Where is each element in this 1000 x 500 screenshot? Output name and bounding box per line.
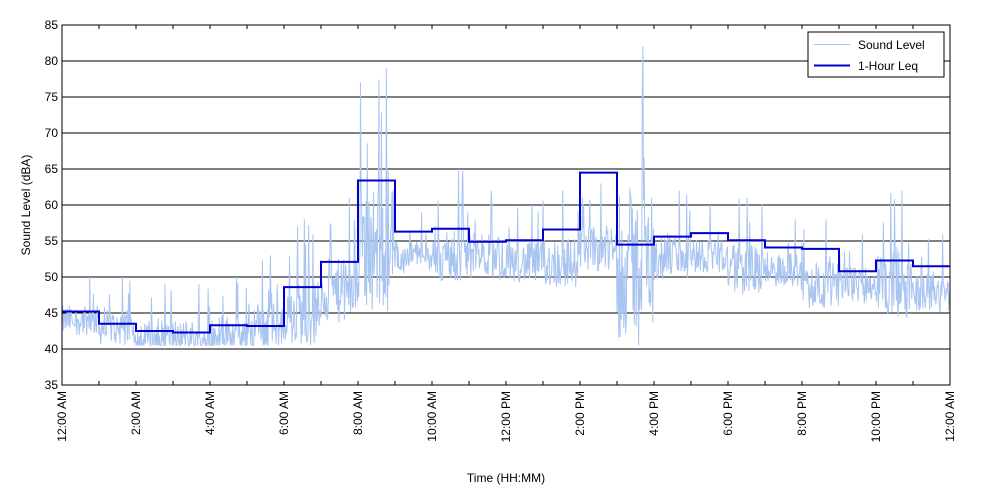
x-axis-title: Time (HH:MM) (467, 471, 545, 485)
x-tick-label: 6:00 AM (277, 391, 291, 435)
x-tick-label: 4:00 AM (203, 391, 217, 435)
x-axis: 12:00 AM 2:00 AM 4:00 AM 6:00 AM 8:00 AM 10:0… (55, 25, 957, 442)
y-tick-label: 80 (45, 54, 59, 68)
y-tick-label: 75 (45, 90, 59, 104)
x-tick-label: 12:00 PM (499, 391, 513, 442)
grid-lines (62, 60, 950, 350)
x-tick-label: 12:00 AM (943, 391, 957, 442)
y-axis: 35 40 45 50 55 60 65 70 75 80 85 (45, 18, 66, 392)
y-tick-label: 35 (45, 378, 59, 392)
x-tick-label: 2:00 PM (573, 391, 587, 436)
legend-box (807, 31, 945, 78)
x-tick-label: 4:00 PM (647, 391, 661, 436)
leq-step-line (62, 171, 950, 334)
y-tick-label: 50 (45, 270, 59, 284)
legend: Sound Level 1-Hour Leq (807, 31, 945, 78)
x-tick-label: 8:00 AM (351, 391, 365, 435)
sound-level-line (61, 46, 951, 347)
legend-label-sound-level: Sound Level (858, 38, 925, 52)
x-tick-label: 2:00 AM (129, 391, 143, 435)
sound-level-series (61, 46, 951, 347)
y-tick-label: 40 (45, 342, 59, 356)
y-tick-label: 55 (45, 234, 59, 248)
x-tick-label: 10:00 AM (425, 391, 439, 442)
y-axis-title: Sound Level (dBA) (19, 155, 33, 256)
y-tick-label: 65 (45, 162, 59, 176)
x-tick-label: 10:00 PM (869, 391, 883, 442)
leq-series (62, 171, 950, 334)
x-tick-label: 6:00 PM (721, 391, 735, 436)
y-tick-label: 45 (45, 306, 59, 320)
x-tick-label: 12:00 AM (55, 391, 69, 442)
x-tick-label: 8:00 PM (795, 391, 809, 436)
y-tick-label: 70 (45, 126, 59, 140)
y-tick-label: 60 (45, 198, 59, 212)
legend-label-leq: 1-Hour Leq (858, 59, 918, 73)
y-tick-label: 85 (45, 18, 59, 32)
